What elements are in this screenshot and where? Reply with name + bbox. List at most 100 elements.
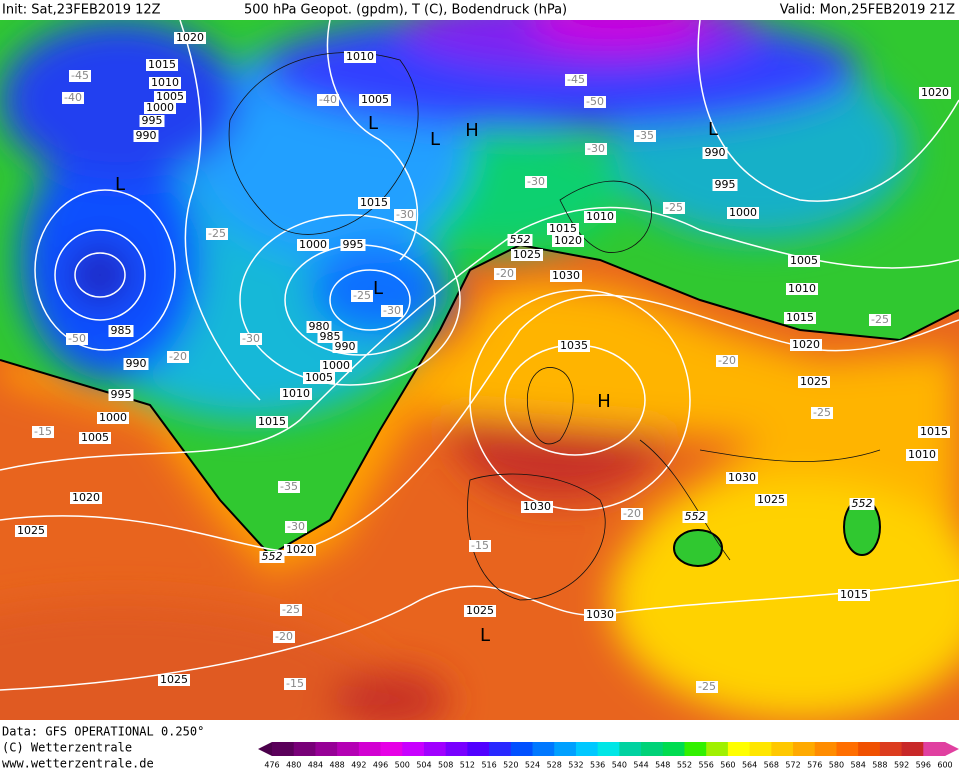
- temperature-label: -30: [240, 332, 262, 345]
- pressure-label: 1020: [790, 338, 822, 351]
- temperature-label: -50: [66, 332, 88, 345]
- temperature-label-box: [525, 176, 547, 188]
- temperature-label-box: [351, 290, 373, 302]
- pressure-label-box: [726, 472, 758, 484]
- pressure-label-text: 1020: [792, 338, 820, 351]
- pressure-label-box: [788, 255, 820, 267]
- temperature-label: -20: [273, 630, 295, 643]
- temperature-label-text: -25: [665, 201, 683, 214]
- temperature-label-text: -20: [496, 267, 514, 280]
- scale-swatch: [554, 742, 577, 756]
- pressure-label-box: [584, 211, 616, 223]
- pressure-label-box: [790, 339, 822, 351]
- pressure-label-box: [511, 249, 543, 261]
- temperature-label: -40: [62, 91, 84, 104]
- pressure-center: H: [597, 391, 611, 412]
- temperature-label-box: [381, 305, 403, 317]
- pressure-label: 1005: [788, 254, 820, 267]
- pressure-label: 1010: [280, 387, 312, 400]
- pressure-label: 1025: [158, 673, 190, 686]
- pressure-center: L: [708, 119, 718, 140]
- pressure-label: 1025: [511, 248, 543, 261]
- contour-552: [0, 243, 959, 557]
- temperature-label: -50: [584, 95, 606, 108]
- scale-label: 592: [894, 761, 909, 770]
- pressure-label-box: [550, 270, 582, 282]
- height-label: 552: [507, 233, 533, 246]
- pressure-label-text: 1000: [729, 206, 757, 219]
- temperature-label: -15: [32, 425, 54, 438]
- valid-time: Valid: Mon,25FEB2019 21Z: [780, 3, 955, 18]
- pressure-label-box: [303, 372, 335, 384]
- pressure-label: 1000: [727, 206, 759, 219]
- temperature-label-box: [565, 74, 587, 86]
- pressure-center: L: [373, 278, 383, 299]
- pressure-label-text: 1020: [72, 491, 100, 504]
- pressure-label-box: [332, 341, 358, 353]
- pressure-label-text: 1000: [99, 411, 127, 424]
- pressure-label: 995: [139, 114, 165, 127]
- scale-swatch: [532, 742, 555, 756]
- pressure-center: L: [430, 129, 440, 150]
- height-label-text: 552: [852, 497, 873, 510]
- scale-swatch: [684, 742, 707, 756]
- temperature-label-text: -45: [567, 73, 585, 86]
- pressure-label-text: 1015: [786, 311, 814, 324]
- pressure-label: 1030: [550, 269, 582, 282]
- temperature-label: -30: [525, 175, 547, 188]
- temperature-label-text: -20: [718, 354, 736, 367]
- temperature-label-text: -25: [871, 313, 889, 326]
- pressure-label-box: [464, 605, 496, 617]
- scale-label: 516: [481, 761, 496, 770]
- temperature-label-text: -40: [319, 93, 337, 106]
- pressure-label-box: [584, 609, 616, 621]
- scale-label: 584: [851, 761, 866, 770]
- pressure-label: 1000: [320, 359, 352, 372]
- pressure-label-text: 1025: [160, 673, 188, 686]
- coastlines: [228, 52, 881, 601]
- pressure-label-text: 1030: [523, 500, 551, 513]
- pressure-label-box: [146, 59, 178, 71]
- temperature-label-text: -25: [813, 406, 831, 419]
- pressure-label-box: [108, 325, 134, 337]
- temperature-label-box: [584, 96, 606, 108]
- temperature-label: -45: [565, 73, 587, 86]
- scale-swatch: [467, 742, 490, 756]
- pressure-label: 1030: [521, 500, 553, 513]
- pressure-label-text: 980: [309, 320, 330, 333]
- temperature-label: -40: [317, 93, 339, 106]
- scale-label: 576: [807, 761, 822, 770]
- temperature-label-box: [285, 521, 307, 533]
- pressure-label-text: 1000: [322, 359, 350, 372]
- temperature-label: -25: [280, 603, 302, 616]
- pressure-label-text: 1010: [908, 448, 936, 461]
- pressure-label: 1005: [359, 93, 391, 106]
- temperature-label: -25: [696, 680, 718, 693]
- pressure-label: 1020: [70, 491, 102, 504]
- pressure-label-box: [359, 94, 391, 106]
- temperature-label: -15: [284, 677, 306, 690]
- temperature-label-box: [494, 268, 516, 280]
- scale-label: 556: [699, 761, 714, 770]
- scale-label: 548: [655, 761, 670, 770]
- pressure-label: 1000: [144, 101, 176, 114]
- pressure-label-text: 1010: [282, 387, 310, 400]
- temperature-label-text: -30: [287, 520, 305, 533]
- scale-label: 600: [937, 761, 952, 770]
- temperature-label-text: -30: [396, 208, 414, 221]
- height-label-box: [682, 511, 708, 523]
- pressure-label: 1025: [15, 524, 47, 537]
- scale-swatch: [662, 742, 685, 756]
- pressure-label: 1035: [558, 339, 590, 352]
- pressure-label-box: [340, 239, 366, 251]
- scale-swatch: [489, 742, 512, 756]
- pressure-label: 995: [712, 178, 738, 191]
- scale-label: 476: [264, 761, 279, 770]
- pressure-label: 985: [108, 324, 134, 337]
- pressure-label-text: 1000: [299, 238, 327, 251]
- pressure-label: 1015: [358, 196, 390, 209]
- temperature-label-text: -20: [623, 507, 641, 520]
- pressure-label: 1025: [464, 604, 496, 617]
